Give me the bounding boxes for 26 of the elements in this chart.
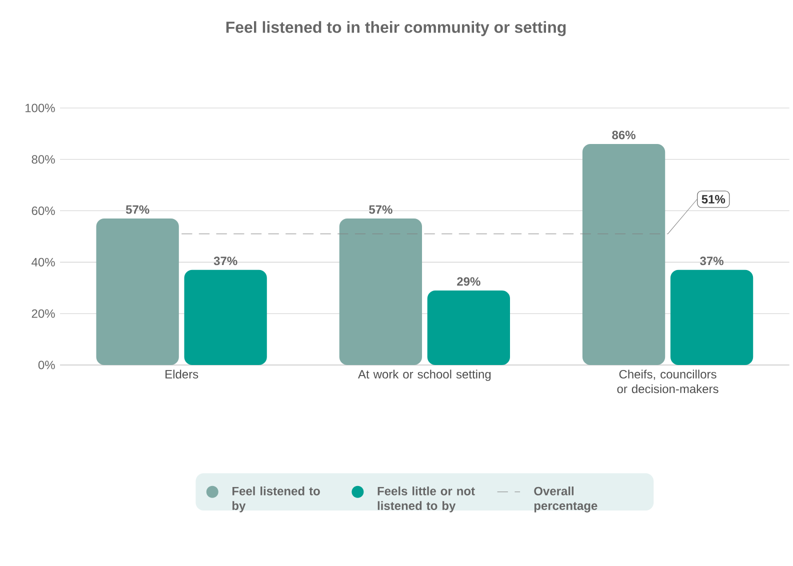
data-label: 51% (702, 195, 726, 204)
legend-label: Feel listened to by (232, 486, 320, 512)
bar (670, 270, 754, 365)
bar (427, 290, 510, 365)
data-label: 57% (369, 205, 392, 214)
bar (339, 218, 422, 365)
x-tick-label: At work or school setting (358, 370, 491, 381)
x-tick-label: Cheifs, councillors or decision-makers (617, 370, 718, 394)
y-tick-label: 40% (32, 258, 55, 266)
y-tick-label: 20% (32, 309, 55, 318)
y-tick-label: 100% (26, 104, 55, 112)
y-tick-label: 80% (32, 155, 55, 164)
legend-label: Overall percentage (534, 486, 598, 512)
data-label: 57% (126, 205, 150, 214)
chart-title: Feel listened to in their community or setting (226, 21, 566, 36)
data-label: 86% (612, 130, 636, 140)
bar (96, 218, 179, 365)
y-tick-label: 0% (38, 360, 55, 370)
x-tick-label: Elders (166, 370, 198, 379)
data-label: 37% (700, 256, 724, 266)
data-label: 37% (214, 256, 238, 266)
bar (582, 144, 666, 365)
bar (184, 270, 267, 365)
data-label: 29% (457, 277, 480, 286)
legend-label: Feels little or not listened to by (378, 486, 475, 512)
y-tick-label: 60% (32, 206, 55, 216)
